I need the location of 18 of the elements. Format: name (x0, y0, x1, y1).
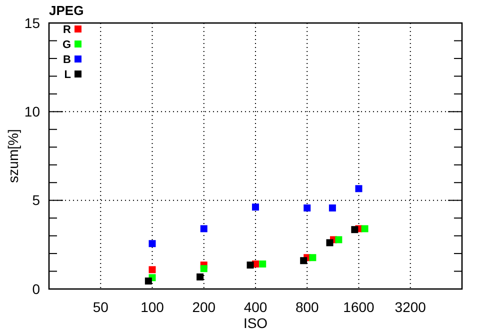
x-tick-label: 200 (192, 298, 216, 315)
x-tick-label: 3200 (394, 298, 426, 315)
x-tick-label: 1600 (343, 298, 375, 315)
legend-title: JPEG (49, 3, 84, 18)
y-tick-label: 5 (32, 192, 40, 208)
x-tick-label: 100 (140, 298, 164, 315)
legend-label: G (62, 38, 71, 51)
y-tick-label: 15 (24, 14, 40, 31)
x-tick-label: 50 (92, 298, 109, 315)
legend-label: R (63, 24, 72, 36)
x-axis-title: ISO (243, 314, 268, 331)
x-tick-label: 400 (244, 298, 268, 315)
legend-label: L (64, 68, 72, 81)
y-tick-label: 10 (24, 104, 40, 120)
y-tick-label: 0 (32, 280, 40, 297)
x-tick-label: 800 (295, 298, 320, 315)
y-axis-title: szum[%] (4, 129, 21, 183)
legend-label: B (63, 54, 72, 66)
